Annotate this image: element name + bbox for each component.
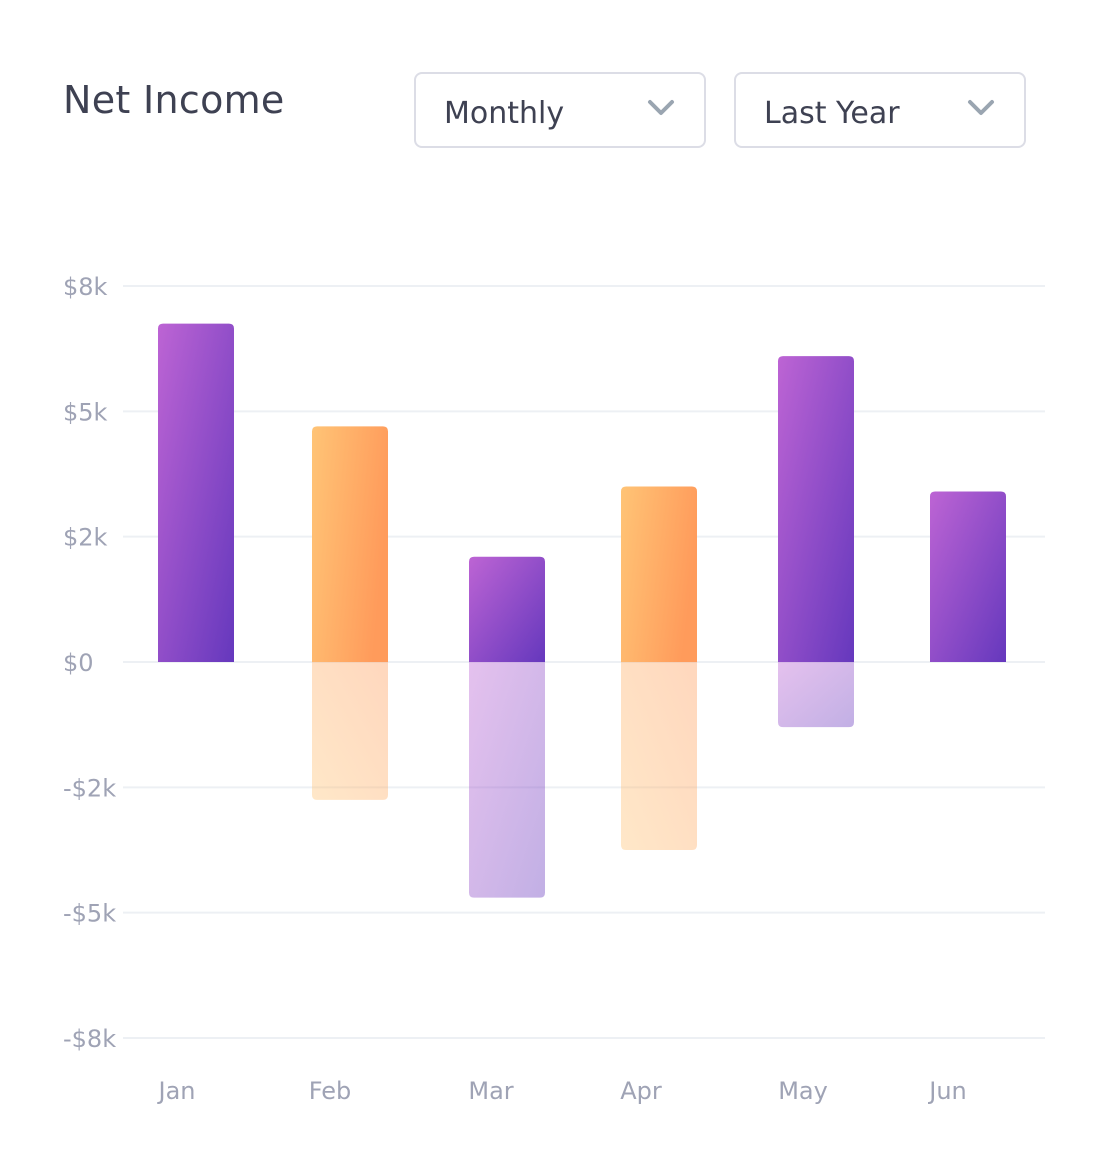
x-tick-label: Jun	[927, 1077, 967, 1105]
y-tick-label: -$8k	[63, 1025, 116, 1053]
y-tick-label: $8k	[63, 273, 108, 301]
bar-negative-apr[interactable]	[621, 662, 697, 850]
bar-positive-apr[interactable]	[621, 486, 697, 662]
y-tick-label: -$2k	[63, 774, 116, 802]
range-select[interactable]: Last Year	[734, 72, 1026, 148]
bar-positive-may[interactable]	[778, 356, 854, 662]
x-tick-label: Jan	[157, 1077, 196, 1105]
bar-negative-may[interactable]	[778, 662, 854, 728]
chart-title: Net Income	[63, 78, 285, 122]
period-select[interactable]: Monthly	[414, 72, 706, 148]
bar-positive-feb[interactable]	[312, 426, 388, 662]
period-select-value: Monthly	[444, 96, 565, 131]
range-select-value: Last Year	[764, 96, 900, 131]
y-tick-label: -$5k	[63, 900, 116, 928]
bar-positive-mar[interactable]	[469, 556, 545, 662]
x-tick-label: Apr	[620, 1077, 662, 1105]
bar-negative-mar[interactable]	[469, 662, 545, 898]
y-tick-label: $2k	[63, 524, 108, 552]
bar-positive-jun[interactable]	[930, 491, 1006, 662]
chevron-down-icon	[968, 100, 994, 115]
y-tick-label: $5k	[63, 398, 108, 426]
bar-negative-feb[interactable]	[312, 662, 388, 800]
x-tick-label: Mar	[468, 1077, 513, 1105]
chevron-down-icon	[648, 100, 674, 115]
x-tick-label: Feb	[309, 1077, 352, 1105]
y-tick-label: $0	[63, 649, 94, 677]
bar-positive-jan[interactable]	[158, 323, 234, 662]
x-tick-label: May	[778, 1077, 828, 1105]
